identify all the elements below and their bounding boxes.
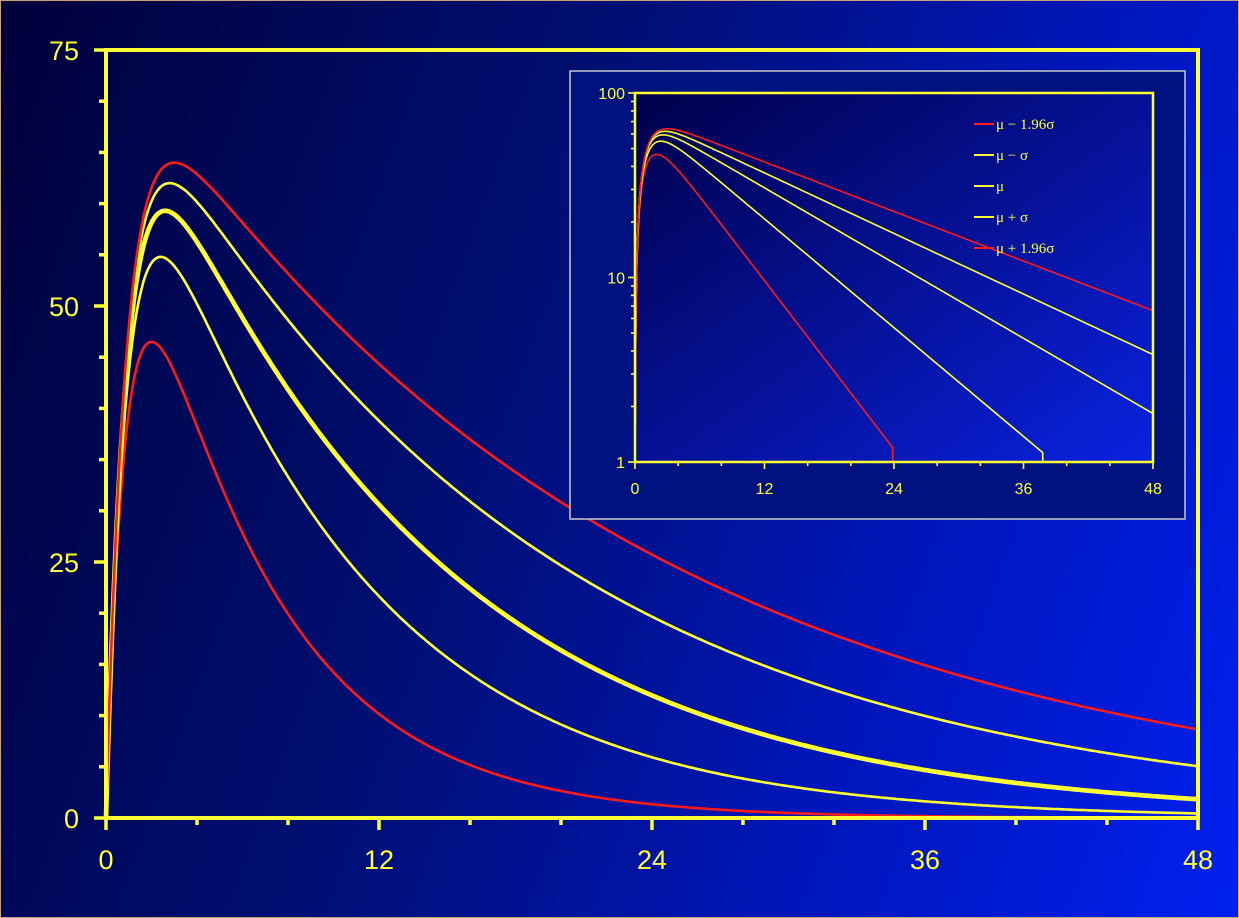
main-y-tick-label: 75 [49, 36, 79, 66]
inset-y-tick-label: 100 [598, 86, 625, 103]
inset-series-line-3 [634, 134, 1154, 463]
inset-y-tick-label: 1 [616, 455, 625, 472]
inset-y-axis: 1 10 100 [598, 86, 635, 472]
main-x-tick-label: 36 [910, 845, 940, 875]
inset-x-axis: 0 12 24 36 48 [631, 462, 1162, 498]
inset-x-tick-label: 24 [885, 481, 903, 498]
main-y-tick-label: 50 [49, 292, 79, 322]
main-series-line-2 [104, 255, 1197, 819]
inset-x-tick-label: 48 [1144, 481, 1162, 498]
main-x-tick-label: 12 [364, 845, 394, 875]
main-series-line-3 [103, 208, 1198, 819]
legend-entry-label: μ − 1.96σ [996, 117, 1054, 133]
main-series-line-5 [104, 161, 1198, 819]
main-y-tick-label: 0 [64, 804, 79, 834]
legend-entry-label: μ + 1.96σ [996, 241, 1054, 257]
legend-entry-label: μ + σ [996, 210, 1028, 226]
main-x-tick-label: 0 [98, 845, 113, 875]
inset-series-line-4 [634, 130, 1154, 463]
inset-x-tick-label: 0 [631, 481, 640, 498]
inset-series-line-1 [634, 153, 894, 463]
legend-entry-label: μ − σ [996, 148, 1028, 164]
inset-x-tick-label: 12 [756, 481, 774, 498]
main-y-tick-label: 25 [49, 548, 79, 578]
inset-series-line-2 [634, 140, 1044, 463]
inset-x-tick-label: 36 [1015, 481, 1033, 498]
main-y-axis: 0 25 50 75 [49, 36, 106, 834]
legend-entry-label: μ [996, 179, 1004, 195]
main-x-tick-label: 24 [637, 845, 667, 875]
main-series-line-4 [104, 181, 1198, 819]
inset-y-tick-label: 10 [607, 271, 625, 288]
main-x-tick-label: 48 [1183, 845, 1213, 875]
main-x-axis: 0 12 24 36 48 [98, 818, 1213, 875]
inset-series-group [634, 128, 1154, 463]
inset-series-line-5 [634, 128, 1154, 463]
inset-legend: μ − 1.96σ μ − σ μ μ + σ μ + 1.96σ [974, 117, 1054, 257]
